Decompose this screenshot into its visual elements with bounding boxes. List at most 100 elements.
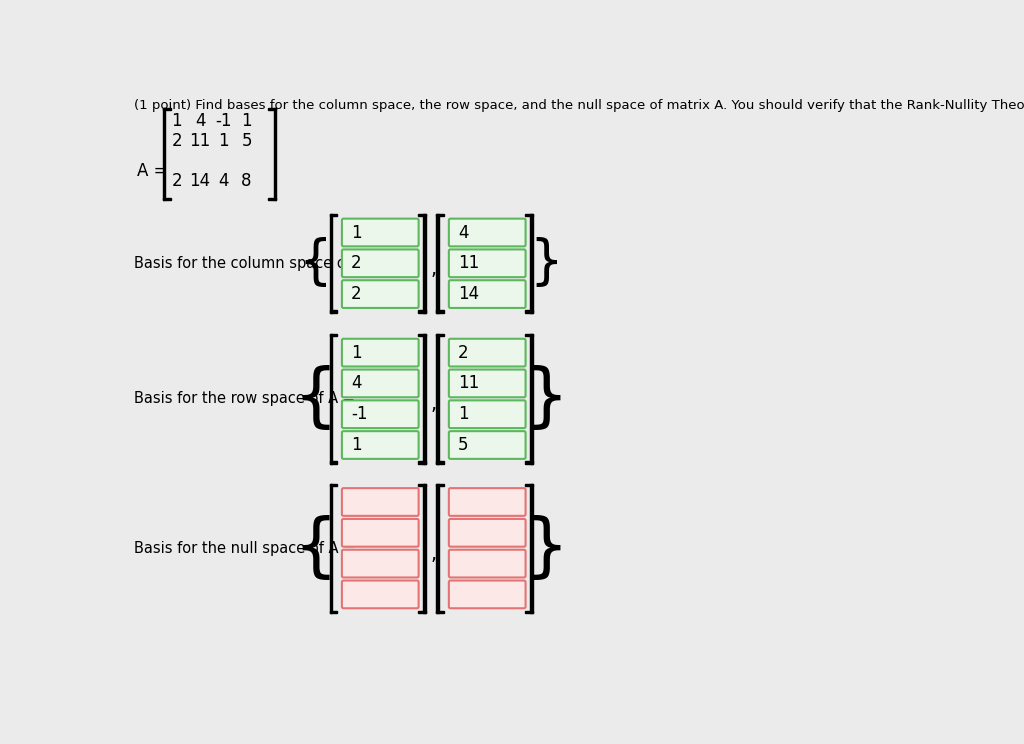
Text: 2: 2 <box>171 172 182 190</box>
Text: {: { <box>294 515 338 582</box>
Text: 14: 14 <box>458 285 479 303</box>
Text: 4: 4 <box>458 223 469 242</box>
FancyBboxPatch shape <box>342 219 419 246</box>
Text: 1: 1 <box>171 112 182 130</box>
Bar <box>436 334 444 336</box>
Text: 1: 1 <box>351 344 361 362</box>
FancyBboxPatch shape <box>342 580 419 609</box>
Text: }: } <box>524 365 568 432</box>
FancyBboxPatch shape <box>449 219 525 246</box>
FancyBboxPatch shape <box>342 519 419 547</box>
Bar <box>267 108 276 110</box>
Bar <box>524 334 532 336</box>
Text: ,: , <box>430 545 436 564</box>
Text: 1: 1 <box>458 405 469 423</box>
Text: (1 point) Find bases for the column space, the row space, and the null space of : (1 point) Find bases for the column spac… <box>134 98 1024 112</box>
Text: Basis for the column space of A =: Basis for the column space of A = <box>134 256 382 271</box>
Text: 2: 2 <box>171 132 182 150</box>
Text: Basis for the null space of A =: Basis for the null space of A = <box>134 541 355 556</box>
Bar <box>436 484 438 613</box>
Text: 2: 2 <box>458 344 469 362</box>
FancyBboxPatch shape <box>449 280 525 308</box>
Bar <box>530 334 532 464</box>
Text: }: } <box>524 515 568 582</box>
Bar <box>423 484 426 613</box>
FancyBboxPatch shape <box>449 432 525 459</box>
Bar <box>330 334 337 336</box>
Text: 1: 1 <box>351 223 361 242</box>
FancyBboxPatch shape <box>342 339 419 367</box>
Bar <box>436 214 444 217</box>
FancyBboxPatch shape <box>449 519 525 547</box>
Bar <box>330 310 337 312</box>
Bar <box>418 334 426 336</box>
FancyBboxPatch shape <box>449 249 525 278</box>
Text: 5: 5 <box>458 436 469 454</box>
Bar <box>524 611 532 613</box>
FancyBboxPatch shape <box>449 550 525 577</box>
Bar <box>436 334 438 464</box>
Bar <box>330 214 332 312</box>
Text: 11: 11 <box>189 132 211 150</box>
Text: {: { <box>294 365 338 432</box>
FancyBboxPatch shape <box>449 580 525 609</box>
Text: ,: , <box>430 260 436 279</box>
Text: 1: 1 <box>218 132 228 150</box>
Text: 4: 4 <box>195 112 206 130</box>
FancyBboxPatch shape <box>342 400 419 428</box>
Bar <box>530 484 532 613</box>
Bar <box>330 461 337 464</box>
Bar <box>524 214 532 217</box>
Bar <box>418 310 426 312</box>
FancyBboxPatch shape <box>342 280 419 308</box>
Text: 8: 8 <box>242 172 252 190</box>
Bar <box>418 214 426 217</box>
Text: 5: 5 <box>242 132 252 150</box>
Bar <box>423 334 426 464</box>
Text: {: { <box>299 237 333 289</box>
Text: 4: 4 <box>218 172 228 190</box>
FancyBboxPatch shape <box>342 550 419 577</box>
Bar <box>330 611 337 613</box>
FancyBboxPatch shape <box>449 400 525 428</box>
Text: -1: -1 <box>351 405 368 423</box>
Text: }: } <box>529 237 563 289</box>
FancyBboxPatch shape <box>342 488 419 516</box>
Text: 2: 2 <box>351 285 361 303</box>
Bar <box>418 611 426 613</box>
FancyBboxPatch shape <box>342 370 419 397</box>
Bar <box>530 214 532 312</box>
Bar <box>330 214 337 217</box>
Bar <box>423 214 426 312</box>
Text: 4: 4 <box>351 374 361 392</box>
Text: 11: 11 <box>458 254 479 272</box>
Bar <box>267 198 276 200</box>
Bar <box>436 310 444 312</box>
FancyBboxPatch shape <box>449 370 525 397</box>
Bar <box>330 484 337 486</box>
Bar <box>524 461 532 464</box>
Bar <box>436 461 444 464</box>
Text: 1: 1 <box>351 436 361 454</box>
Bar <box>163 108 171 110</box>
Bar <box>273 108 276 200</box>
Text: 1: 1 <box>242 112 252 130</box>
Bar <box>418 484 426 486</box>
Bar <box>524 310 532 312</box>
Text: ,: , <box>430 396 436 414</box>
Bar <box>330 484 332 613</box>
FancyBboxPatch shape <box>342 432 419 459</box>
Text: A =: A = <box>137 162 168 180</box>
Text: 14: 14 <box>189 172 211 190</box>
FancyBboxPatch shape <box>342 249 419 278</box>
Bar <box>436 214 438 312</box>
Bar <box>524 484 532 486</box>
Bar <box>436 611 444 613</box>
FancyBboxPatch shape <box>449 339 525 367</box>
Bar <box>330 334 332 464</box>
Bar <box>163 198 171 200</box>
FancyBboxPatch shape <box>449 488 525 516</box>
Text: 2: 2 <box>351 254 361 272</box>
Text: 11: 11 <box>458 374 479 392</box>
Text: Basis for the row space of A =: Basis for the row space of A = <box>134 391 355 406</box>
